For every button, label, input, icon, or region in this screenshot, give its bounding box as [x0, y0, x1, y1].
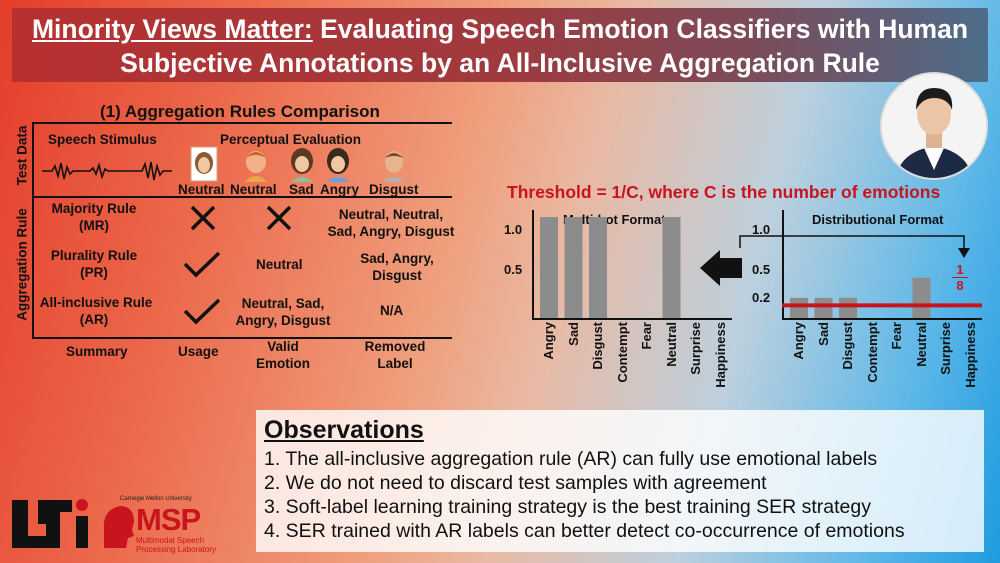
threshold-fraction-den: 8	[952, 277, 968, 293]
threshold-fraction: 1 8	[952, 262, 968, 293]
chart2-title: Distributional Format	[812, 212, 944, 227]
chart2-bar-disgust	[839, 297, 857, 318]
chart1-category-label: Neutral	[663, 322, 679, 367]
multi-hot-chart	[532, 210, 732, 320]
row-ar-abbr: (AR)	[79, 312, 109, 327]
row-ar-rule: All-inclusive Rule	[39, 295, 153, 310]
chart1-categories: Angry Sad Disgust Contempt Fear Neutral Surpri…	[532, 322, 732, 402]
chart2-categories: Angry Sad Disgust Contempt Fear Neutral Surpri…	[782, 322, 982, 402]
mr-valid-cross-icon	[266, 205, 292, 231]
row-ar-removed: N/A	[380, 303, 404, 318]
observations-heading: Observations	[264, 416, 424, 444]
row-mr-removed: Neutral, Neutral, Sad, Angry, Disgust	[327, 207, 455, 239]
chart1-bar-disgust	[589, 217, 607, 318]
annotator-3-label: Sad	[289, 182, 314, 197]
chart1-category-label: Disgust	[590, 322, 605, 370]
row-pr-valid: Neutral	[256, 257, 303, 272]
chart1-category-label: Contempt	[614, 322, 630, 383]
chart2-category-label: Happiness	[962, 322, 978, 388]
chart1-category-label: Sad	[565, 322, 581, 346]
chart2-category-label: Disgust	[840, 322, 855, 370]
observation-item: 1. The all-inclusive aggregation rule (A…	[264, 448, 878, 470]
row-pr-removed: Sad, Angry, Disgust	[360, 251, 434, 283]
chart1-category-label: Surprise	[688, 322, 703, 375]
msp-logo: Carnegie Mellon University MSP Multimoda…	[98, 496, 248, 556]
chart2-category-label: Contempt	[864, 322, 880, 383]
chart2-ytick-2: 0.5	[752, 262, 771, 277]
threshold-caption: Threshold = 1/C, where C is the number o…	[507, 182, 941, 202]
title-banner	[12, 8, 988, 82]
annotator-2-avatar-icon	[245, 151, 267, 182]
title-line-2: Subjective Annotations by an All-Inclusi…	[120, 48, 880, 78]
chart2-bar-neutral	[912, 277, 931, 318]
chart2-category-label: Neutral	[913, 322, 929, 367]
chart1-title: Multi-hot Format	[563, 212, 666, 227]
presenter-photo	[880, 72, 988, 180]
valid-emotion-label: Valid Emotion	[256, 339, 310, 371]
annotator-2-label: Neutral	[230, 182, 277, 197]
chart1-ytick-2: 0.5	[504, 262, 523, 277]
threshold-fraction-num: 1	[956, 262, 964, 277]
aggregation-rule-label: Aggregation Rule	[14, 208, 30, 321]
summary-label: Summary	[66, 344, 128, 359]
removed-label-label: Removed Label	[364, 339, 426, 371]
chart2-bar-angry	[790, 297, 808, 318]
table-left-rule	[32, 122, 34, 337]
chart1-ytick-1: 1.0	[504, 222, 523, 237]
row-ar-valid: Neutral, Sad, Angry, Disgust	[235, 296, 331, 328]
test-data-label: Test Data	[14, 125, 30, 186]
annotator-5-avatar-icon	[383, 151, 405, 182]
conversion-arrow-icon	[700, 235, 970, 286]
annotator-5-label: Disgust	[369, 182, 419, 197]
observations-panel: Observations 1. The all-inclusive aggreg…	[256, 410, 984, 552]
comparison-heading: (1) Aggregation Rules Comparison	[100, 102, 380, 121]
msp-sub-2: Processing Laboratory	[136, 545, 217, 554]
title-line-1: Minority Views Matter: Evaluating Speech…	[12, 14, 988, 45]
table-bottom-rule	[32, 337, 452, 339]
row-mr-abbr: (MR)	[79, 218, 109, 233]
chart2-category-label: Fear	[889, 322, 904, 350]
msp-head-icon	[103, 506, 134, 548]
msp-sub-1: Multimodal Speech	[136, 536, 205, 545]
table-top-rule	[32, 122, 452, 124]
chart1-bar-angry	[540, 217, 558, 318]
chart2-bar-sad	[814, 297, 833, 318]
chart1-bar-neutral	[662, 217, 681, 318]
chart1-category-label: Angry	[541, 322, 556, 360]
table-mid-rule	[32, 196, 452, 198]
chart2-category-label: Sad	[815, 322, 831, 346]
title-underlined: Minority Views Matter:	[31, 14, 313, 44]
cmu-label: Carnegie Mellon University	[120, 496, 192, 502]
perceptual-evaluation-label: Perceptual Evaluation	[220, 132, 362, 147]
observation-item: 2. We do not need to discard test sample…	[264, 472, 767, 494]
pr-usage-check-icon	[183, 251, 221, 278]
title-line-1-rest: Evaluating Speech Emotion Classifiers wi…	[312, 14, 969, 44]
annotator-1-label: Neutral	[178, 182, 225, 197]
distributional-chart	[782, 210, 982, 320]
chart2-ytick-1: 1.0	[752, 222, 771, 237]
chart1-category-label: Fear	[639, 322, 654, 350]
chart2-category-label: Surprise	[938, 322, 953, 375]
msp-text: MSP	[136, 502, 201, 537]
chart1-bar-sad	[564, 217, 583, 318]
annotator-3-avatar-icon	[291, 148, 313, 182]
usage-label: Usage	[178, 344, 219, 359]
annotator-4-label: Angry	[320, 182, 360, 197]
row-mr-rule: Majority Rule	[51, 201, 137, 216]
annotator-4-avatar-icon	[327, 148, 349, 182]
speech-waveform-icon	[42, 161, 172, 181]
observation-item: 3. Soft-label learning training strategy…	[264, 496, 871, 518]
chart2-category-label: Angry	[791, 322, 806, 360]
observation-item: 4. SER trained with AR labels can better…	[264, 520, 905, 542]
mr-usage-cross-icon	[190, 205, 216, 231]
chart2-ytick-3: 0.2	[752, 290, 771, 305]
annotator-1-avatar-icon	[190, 146, 218, 182]
row-pr-abbr: (PR)	[80, 265, 108, 280]
row-pr-rule: Plurality Rule	[50, 248, 138, 263]
chart1-category-label: Happiness	[712, 322, 728, 388]
speech-stimulus-label: Speech Stimulus	[48, 132, 157, 147]
lti-logo	[12, 499, 88, 548]
ar-usage-check-icon	[183, 298, 221, 325]
